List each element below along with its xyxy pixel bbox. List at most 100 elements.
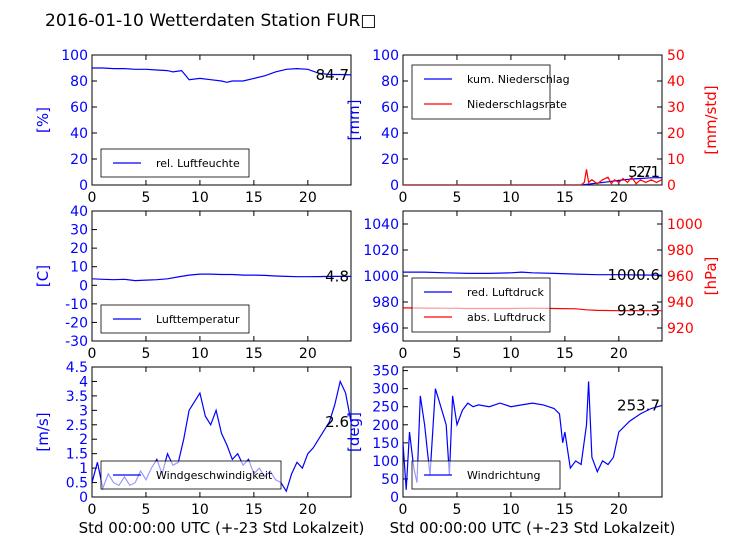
x-tick-label: 10: [191, 502, 209, 518]
y-axis-label: [C]: [34, 265, 52, 287]
y-tick-label: 0: [79, 278, 88, 294]
x-tick-label: 5: [141, 502, 150, 518]
x-tick-label: 0: [399, 502, 408, 518]
legend-label-1: Niederschlagsrate: [467, 98, 567, 111]
last-value-label: 253.7: [617, 396, 660, 414]
x-tick-label: 15: [556, 346, 574, 362]
panel-middle-left: 0 5 10 15 20 -30 -20 -10 0 10 20 30 40 [C] Lufttempera…: [34, 204, 352, 362]
y-tick-label: 150: [372, 436, 399, 452]
x-tick-label: 15: [245, 346, 263, 362]
x-tick-label: 15: [245, 502, 263, 518]
x-tick-label: 5: [452, 190, 461, 206]
figure-title: 2016-01-10 Wetterdaten Station FUR□: [45, 11, 376, 31]
legend: Windrichtung: [411, 460, 561, 490]
y-tick-label: 1000: [363, 269, 399, 285]
legend-label-0: kum. Niederschlag: [467, 73, 570, 86]
y-tick-label: 40: [381, 126, 399, 142]
x-tick-label: 20: [299, 190, 317, 206]
legend-box: [411, 64, 551, 120]
last-value-label-1: 2.1: [636, 163, 660, 181]
y-tick-label: -10: [65, 297, 88, 313]
panel-middle-right: 0 5 10 15 20 960 980 1000 1020 1040 920 940 960 980 10…: [363, 210, 720, 362]
legend-label-0: red. Luftdruck: [467, 286, 544, 299]
x-tick-label: 5: [452, 346, 461, 362]
y2-tick-label: 20: [667, 126, 685, 142]
y-tick-label: 20: [381, 152, 399, 168]
panel-bottom-left: 0 5 10 15 20 00.511.522.533.544.5 [m/s] Std 00:…: [34, 360, 364, 537]
y-tick-label: 0: [79, 178, 88, 194]
plot-frame: [402, 366, 663, 498]
y2-tick-label: 940: [667, 295, 694, 311]
y-tick-label: 20: [70, 152, 88, 168]
x-tick-label: 0: [88, 502, 97, 518]
y-tick-label: 4.5: [66, 360, 88, 376]
x-tick-label: 10: [191, 190, 209, 206]
x-tick-label: 10: [502, 190, 520, 206]
y-tick-label: 60: [70, 100, 88, 116]
x-tick-label: 20: [610, 346, 628, 362]
x-tick-label: 20: [610, 502, 628, 518]
y-tick-label: 20: [70, 241, 88, 257]
y-tick-label: 960: [372, 321, 399, 337]
x-tick-label: 15: [556, 190, 574, 206]
y-tick-label: 100: [372, 454, 399, 470]
x-axis-label: Std 00:00:00 UTC (+-23 Std Lokalzeit): [79, 519, 365, 537]
y2-tick-label: 920: [667, 321, 694, 337]
y2-axis-label: [mm/std]: [702, 85, 720, 154]
x-tick-label: 10: [502, 346, 520, 362]
y-tick-label: 30: [70, 223, 88, 239]
series-line-0: [403, 271, 662, 276]
y-axis-label: [m/s]: [34, 412, 52, 451]
x-tick-label: 0: [399, 190, 408, 206]
x-tick-label: 5: [141, 190, 150, 206]
y2-tick-label: 50: [667, 48, 685, 64]
series-line-0: [92, 67, 351, 83]
x-tick-label: 5: [141, 346, 150, 362]
y-tick-label: 1: [79, 461, 88, 477]
y-tick-label: -20: [65, 315, 88, 331]
last-value-label-1: 933.3: [617, 302, 660, 320]
y2-tick-label: 30: [667, 100, 685, 116]
y2-tick-label: 1000: [667, 217, 703, 233]
y2-tick-label: 960: [667, 269, 694, 285]
y2-tick-label: 980: [667, 243, 694, 259]
legend-label-0: Lufttemperatur: [156, 313, 240, 326]
y-tick-label: 1040: [363, 217, 399, 233]
y-tick-label: 3.5: [66, 389, 88, 405]
y-tick-label: 300: [372, 382, 399, 398]
legend-box: [411, 277, 551, 333]
legend-label-0: Windrichtung: [467, 469, 540, 482]
x-tick-label: 15: [556, 502, 574, 518]
y-tick-label: 40: [70, 126, 88, 142]
x-tick-label: 5: [452, 502, 461, 518]
y-tick-label: 80: [70, 74, 88, 90]
x-tick-label: 20: [299, 346, 317, 362]
x-tick-label: 20: [610, 190, 628, 206]
y-axis-label: [%]: [34, 107, 52, 133]
series-line-1: [403, 169, 662, 185]
legend-label-1: abs. Luftdruck: [467, 311, 546, 324]
y-tick-label: 100: [372, 48, 399, 64]
legend: Windgeschwindigkeit: [100, 460, 282, 490]
plot-frame: [91, 366, 352, 498]
y-tick-label: 10: [70, 260, 88, 276]
y-tick-label: 50: [381, 472, 399, 488]
legend-label-0: Windgeschwindigkeit: [156, 469, 273, 482]
y-tick-label: 1.5: [66, 447, 88, 463]
y-tick-label: 80: [381, 74, 399, 90]
y-tick-label: 1020: [363, 243, 399, 259]
y-tick-label: 40: [70, 204, 88, 220]
x-tick-label: 0: [88, 346, 97, 362]
x-tick-label: 10: [502, 502, 520, 518]
y-tick-label: 3: [79, 403, 88, 419]
y-tick-label: 0.5: [66, 476, 88, 492]
series-group: [403, 169, 662, 185]
last-value-label-0: 1000.6: [608, 266, 661, 284]
y-tick-label: 0: [390, 490, 399, 506]
y-tick-label: 0: [79, 490, 88, 506]
legend: kum. Niederschlag Niederschlagsrate: [411, 64, 570, 120]
x-tick-label: 20: [299, 502, 317, 518]
series-group: [92, 67, 351, 83]
